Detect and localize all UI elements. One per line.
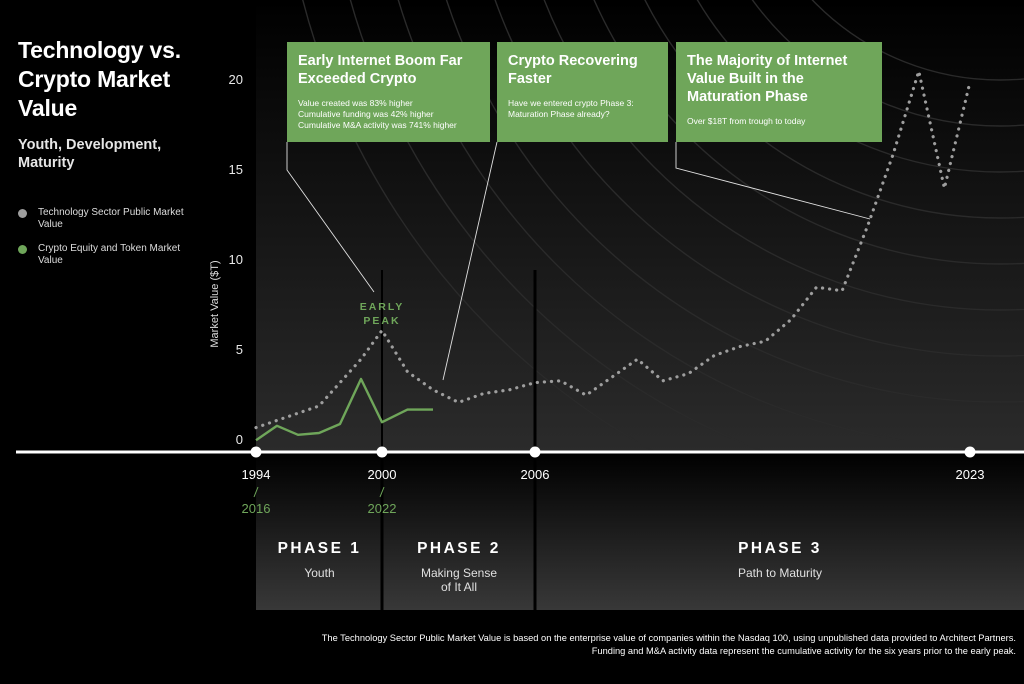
x-tick-label-crypto: 2016	[242, 501, 271, 516]
y-tick-label: 5	[236, 342, 243, 357]
y-tick-label: 10	[229, 252, 243, 267]
callout-crypto-recovering: Crypto Recovering Faster Have we entered…	[497, 42, 668, 142]
phase-subtitle: Path to Maturity	[737, 566, 823, 580]
callout-majority-value: The Majority of Internet Value Built in …	[676, 42, 882, 142]
background-arc	[494, 0, 1024, 357]
background-arc	[445, 0, 1024, 403]
phase-subtitle: Making Sense of It All	[420, 566, 498, 594]
x-tick-label-tech: 2000	[368, 467, 397, 482]
callout-body: Have we entered crypto Phase 3: Maturati…	[508, 98, 634, 119]
phase-2: PHASE 2 Making Sense of It All	[384, 540, 534, 594]
phase-band	[256, 452, 1024, 610]
callout-title: Early Internet Boom Far Exceeded Crypto	[298, 53, 463, 87]
callout-body: Value created was 83% higher Cumulative …	[298, 98, 457, 130]
background-arc	[751, 0, 1024, 127]
callout-leader-line	[286, 142, 375, 293]
timeline-marker	[529, 446, 541, 458]
legend-swatch-tech	[18, 209, 27, 218]
timeline-marker	[376, 446, 388, 458]
x-tick-label-tech: 2006	[521, 467, 550, 482]
crypto-year-connector	[253, 486, 259, 498]
background-arc	[543, 0, 1024, 311]
legend-swatch-crypto	[18, 245, 27, 254]
legend-label-tech: Technology Sector Public Market Value	[38, 207, 184, 230]
background-arc	[593, 0, 1024, 265]
phase-title: PHASE 1	[277, 540, 362, 557]
page-subtitle: Youth, Development, Maturity	[18, 137, 162, 171]
background-arc	[644, 0, 1024, 219]
x-tick-label-tech: 1994	[242, 467, 271, 482]
timeline-marker	[964, 446, 976, 458]
legend-label-crypto: Crypto Equity and Token Market Value	[38, 243, 181, 266]
y-tick-label: 0	[236, 432, 243, 447]
phase-3: PHASE 3 Path to Maturity	[536, 540, 1024, 580]
y-axis-label: Market Value ($T)	[209, 260, 221, 348]
legend-item-crypto: Crypto Equity and Token Market Value	[18, 243, 193, 267]
callout-title: Crypto Recovering Faster	[508, 53, 638, 87]
early-peak-label: EARLY PEAK	[359, 301, 405, 327]
footnote: The Technology Sector Public Market Valu…	[321, 633, 1016, 656]
x-tick-label-tech: 2023	[956, 467, 985, 482]
y-tick-label: 15	[229, 162, 243, 177]
crypto-year-connector	[379, 486, 385, 498]
phase-1: PHASE 1 Youth	[257, 540, 382, 580]
phase-title: PHASE 2	[417, 540, 501, 557]
callout-title: The Majority of Internet Value Built in …	[687, 53, 848, 105]
callout-leader-line	[675, 142, 871, 220]
x-tick-label-crypto: 2022	[368, 501, 397, 516]
callout-early-boom: Early Internet Boom Far Exceeded Crypto …	[287, 42, 490, 142]
phase-title: PHASE 3	[738, 540, 822, 557]
callout-body: Over $18T from trough to today	[687, 116, 806, 126]
background-arc	[397, 0, 1024, 449]
page-title: Technology vs. Crypto Market Value	[18, 37, 181, 121]
legend-item-tech: Technology Sector Public Market Value	[18, 207, 193, 231]
phase-subtitle: Youth	[304, 566, 335, 580]
timeline-marker	[250, 446, 262, 458]
background-arc	[811, 0, 1024, 81]
callout-leader-line	[442, 141, 498, 381]
y-tick-label: 20	[229, 72, 243, 87]
background-arc	[696, 0, 1024, 173]
